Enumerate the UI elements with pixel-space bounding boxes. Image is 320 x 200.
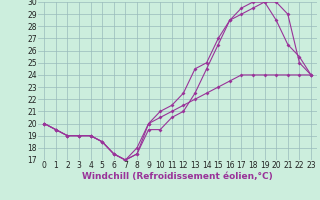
X-axis label: Windchill (Refroidissement éolien,°C): Windchill (Refroidissement éolien,°C): [82, 172, 273, 181]
